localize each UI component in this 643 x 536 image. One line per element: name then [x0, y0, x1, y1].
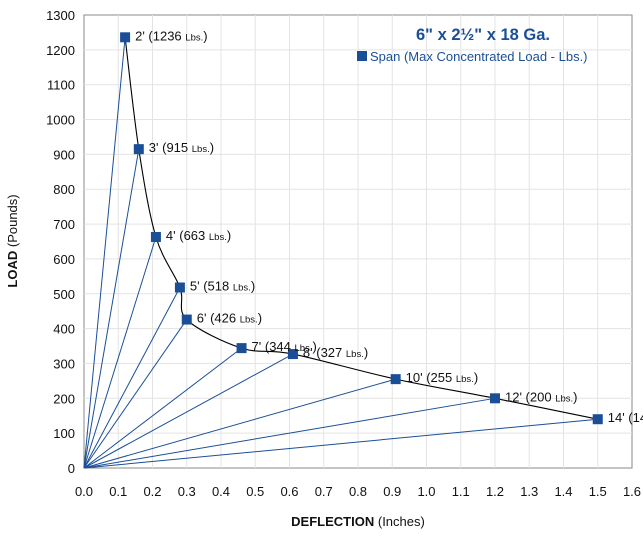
y-axis-title-main: LOAD	[5, 251, 20, 288]
point-label: 10' (255 Lbs.)	[406, 370, 479, 385]
y-tick-label: 1300	[46, 8, 75, 23]
legend: 6" x 2½" x 18 Ga. Span (Max Concentrated…	[357, 26, 588, 64]
point-label: 8' (327 Lbs.)	[303, 345, 368, 360]
point-label: 3' (915 Lbs.)	[149, 140, 214, 155]
point-label: 14' (140 Lbs.)	[608, 410, 643, 425]
x-tick-label: 0.1	[109, 484, 127, 499]
load-ray	[83, 319, 188, 469]
x-tick-label: 0.7	[315, 484, 333, 499]
x-tick-label: 0.8	[349, 484, 367, 499]
legend-entry: Span (Max Concentrated Load - Lbs.)	[370, 49, 588, 64]
x-tick-label: 1.4	[554, 484, 572, 499]
y-tick-label: 700	[53, 217, 75, 232]
y-axis-title-unit: (Pounds)	[5, 194, 20, 247]
x-axis-title: DEFLECTION (Inches)	[291, 514, 425, 529]
x-tick-label: 0.4	[212, 484, 230, 499]
y-tick-label: 500	[53, 287, 75, 302]
legend-marker-icon	[357, 51, 367, 61]
x-tick-label: 0.2	[143, 484, 161, 499]
load-ray	[83, 353, 294, 469]
y-tick-label: 800	[53, 182, 75, 197]
data-markers	[120, 32, 603, 425]
data-point-marker	[287, 349, 298, 360]
x-tick-label: 0.0	[75, 484, 93, 499]
data-point-marker	[150, 231, 161, 242]
x-axis-title-unit: (Inches)	[378, 514, 425, 529]
data-point-marker	[490, 393, 500, 404]
x-tick-labels: 0.0 0.1 0.2 0.3 0.4 0.5 0.6 0.7 0.8 0.9 1.0 1.1 1.2 1…	[75, 484, 641, 499]
load-ray	[83, 236, 157, 469]
load-ray	[83, 347, 242, 469]
y-tick-label: 1000	[46, 113, 75, 128]
x-axis-title-main: DEFLECTION	[291, 514, 374, 529]
load-ray	[83, 149, 140, 469]
x-tick-label: 0.9	[383, 484, 401, 499]
x-tick-label: 0.3	[178, 484, 196, 499]
x-tick-label: 1.1	[452, 484, 470, 499]
y-tick-labels: 0 100 200 300 400 500 600 700 800 900 1000 1100 1200…	[46, 8, 75, 476]
x-tick-label: 0.5	[246, 484, 264, 499]
y-axis-title: LOAD (Pounds)	[5, 194, 20, 287]
x-tick-label: 1.2	[486, 484, 504, 499]
data-point-marker	[174, 282, 185, 293]
point-label: 7' (344 Lbs.)	[252, 339, 317, 354]
y-tick-label: 600	[53, 252, 75, 267]
y-tick-label: 1200	[46, 43, 75, 58]
y-tick-label: 300	[53, 356, 75, 371]
y-tick-label: 1100	[47, 78, 75, 93]
point-label: 2' (1236 Lbs.)	[135, 28, 208, 43]
data-point-marker	[236, 343, 247, 354]
y-tick-label: 200	[53, 391, 75, 406]
load-ray	[83, 418, 598, 469]
y-tick-label: 100	[53, 426, 75, 441]
load-ray	[83, 397, 496, 469]
data-point-marker	[592, 414, 603, 425]
y-tick-label: 0	[68, 461, 75, 476]
y-tick-label: 400	[53, 322, 75, 337]
point-label: 12' (200 Lbs.)	[505, 389, 578, 404]
span-curve	[124, 37, 598, 420]
legend-title: 6" x 2½" x 18 Ga.	[416, 26, 550, 44]
load-ray	[83, 378, 396, 469]
load-rays	[83, 37, 598, 469]
data-point-marker	[120, 32, 131, 43]
load-ray	[83, 287, 181, 469]
y-tick-label: 900	[53, 147, 75, 162]
point-label: 6' (426 Lbs.)	[197, 311, 262, 326]
x-tick-label: 1.3	[520, 484, 538, 499]
grid	[84, 15, 632, 468]
load-ray	[83, 37, 126, 469]
x-tick-label: 1.0	[417, 484, 435, 499]
point-labels: 2' (1236 Lbs.) 3' (915 Lbs.) 4' (663 Lbs.)…	[135, 28, 643, 425]
x-tick-label: 1.5	[589, 484, 607, 499]
x-tick-label: 0.6	[280, 484, 298, 499]
data-point-marker	[181, 314, 192, 325]
x-tick-label: 1.6	[623, 484, 641, 499]
point-label: 4' (663 Lbs.)	[166, 228, 231, 243]
data-point-marker	[390, 374, 401, 385]
data-point-marker	[133, 144, 144, 155]
point-label: 5' (518 Lbs.)	[190, 278, 255, 293]
